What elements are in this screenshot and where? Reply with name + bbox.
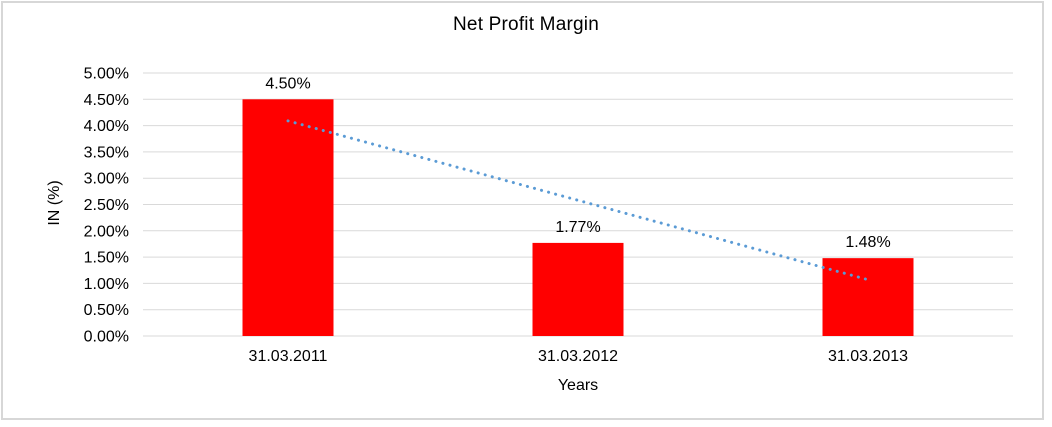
bar [242,99,334,336]
chart-frame [1,1,1044,420]
y-tick-label: 0.50% [84,302,129,319]
bar-data-label: 1.77% [555,219,600,236]
x-category-label: 31.03.2013 [828,348,908,365]
y-tick-label: 2.00% [84,223,129,240]
y-tick-label: 3.00% [84,171,129,188]
y-tick-label: 1.50% [84,250,129,267]
y-tick-label: 0.00% [84,329,129,346]
y-tick-label: 4.00% [84,118,129,135]
chart-title: Net Profit Margin [453,14,599,35]
y-tick-label: 4.50% [84,92,129,109]
x-category-label: 31.03.2012 [538,348,618,365]
bar-data-label: 1.48% [845,234,890,251]
x-axis-title: Years [557,377,599,394]
bar-data-label: 4.50% [265,75,310,92]
x-category-label: 31.03.2011 [249,348,328,365]
y-tick-label: 1.00% [84,276,129,293]
y-tick-label: 3.50% [84,144,129,161]
trendline [286,119,870,282]
bar [822,258,914,336]
bar [532,242,624,336]
y-tick-label: 2.50% [84,197,129,214]
y-tick-label: 5.00% [84,66,129,83]
